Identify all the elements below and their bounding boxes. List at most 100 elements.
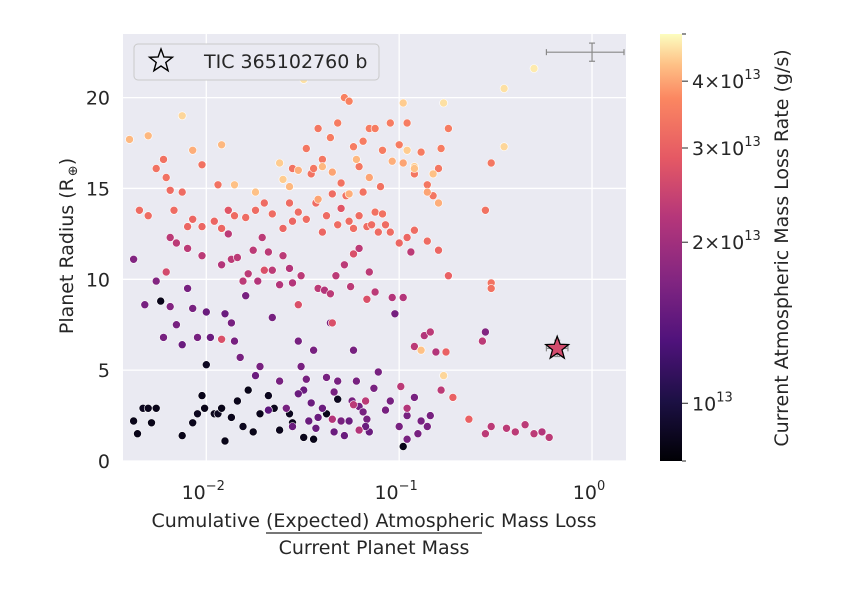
- scatter-point: [143, 403, 153, 413]
- scatter-point: [327, 318, 337, 328]
- scatter-point: [224, 229, 233, 239]
- x-axis-label-numerator: Cumulative (Expected) Atmospheric Mass L…: [151, 510, 596, 532]
- scatter-point: [327, 189, 337, 199]
- scatter-point: [133, 429, 142, 439]
- scatter-point: [416, 345, 426, 355]
- scatter-point: [398, 158, 408, 168]
- scatter-point: [224, 206, 233, 215]
- scatter-point: [169, 206, 179, 215]
- scatter-point: [278, 251, 288, 260]
- x-tick-label: 10−2: [182, 479, 225, 504]
- legend-box: [133, 43, 380, 81]
- colorbar-tick-label: 3×1013: [692, 135, 761, 160]
- scatter-point: [352, 376, 361, 386]
- scatter-point: [257, 233, 267, 242]
- scatter-point: [387, 156, 397, 166]
- scatter-point: [238, 276, 248, 286]
- scatter-point: [318, 162, 327, 171]
- scatter-point: [422, 180, 432, 190]
- scatter-point: [243, 385, 253, 395]
- scatter-point: [333, 376, 343, 386]
- scatter-point: [464, 414, 474, 424]
- scatter-point: [361, 396, 370, 406]
- scatter-point: [448, 393, 458, 402]
- scatter-point: [499, 142, 509, 151]
- scatter-point: [241, 213, 250, 222]
- scatter-point: [217, 260, 226, 270]
- scatter-point: [217, 403, 226, 413]
- scatter-point: [233, 253, 242, 262]
- scatter-point: [188, 215, 197, 224]
- colorbar-tick-mantissa: 3×: [692, 138, 720, 160]
- scatter-point: [544, 433, 554, 442]
- scatter-point: [151, 403, 161, 413]
- y-tick-label: 20: [86, 88, 110, 110]
- y-tick-label: 0: [98, 451, 110, 473]
- y-axis-label-text: Planet Radius (R: [56, 178, 78, 334]
- scatter-point: [161, 267, 171, 277]
- scatter-point: [373, 367, 383, 377]
- scatter-point: [422, 422, 432, 431]
- scatter-point: [177, 111, 187, 121]
- scatter-point: [177, 187, 187, 197]
- scatter-point: [402, 233, 412, 242]
- scatter-point: [227, 318, 236, 328]
- scatter-point: [349, 142, 358, 151]
- scatter-point: [235, 353, 245, 362]
- scatter-point: [304, 416, 314, 426]
- scatter-point: [394, 140, 404, 150]
- scatter-point: [318, 403, 327, 413]
- scatter-point: [422, 187, 432, 197]
- y-tick-label: 15: [86, 178, 110, 200]
- scatter-point: [172, 238, 181, 248]
- scatter-point: [361, 422, 370, 431]
- scatter-point: [197, 222, 207, 231]
- scatter-point: [349, 345, 358, 355]
- scatter-point: [381, 405, 390, 415]
- scatter-point: [402, 403, 412, 413]
- x-tick: 10−2: [182, 479, 225, 504]
- colorbar-tick-exponent: 13: [716, 390, 733, 405]
- scatter-point: [327, 414, 337, 424]
- scatter-point: [188, 418, 197, 428]
- scatter-point: [410, 393, 419, 402]
- scatter-point: [425, 411, 435, 420]
- scatter-point: [285, 198, 294, 208]
- colorbar-tick-exponent: 13: [744, 229, 761, 244]
- scatter-point: [344, 416, 354, 426]
- scatter-point: [230, 180, 239, 190]
- scatter-point: [385, 118, 395, 128]
- scatter-point: [336, 178, 346, 188]
- scatter-point: [206, 333, 215, 342]
- scatter-point: [202, 307, 211, 317]
- scatter-point: [390, 309, 400, 319]
- scatter-point: [253, 276, 263, 286]
- scatter-point: [296, 362, 306, 371]
- scatter-point: [370, 207, 380, 217]
- scatter-point: [251, 371, 260, 380]
- x-tick-exponent: −1: [399, 479, 418, 494]
- scatter-point: [434, 245, 443, 255]
- scatter-point: [333, 394, 343, 404]
- scatter-point: [537, 427, 547, 437]
- scatter-point: [281, 403, 291, 413]
- scatter-point: [248, 245, 258, 255]
- scatter-point: [293, 389, 303, 399]
- colorbar-tick-label: 4×1013: [692, 68, 761, 93]
- scatter-point: [402, 411, 412, 420]
- scatter-point: [151, 164, 161, 173]
- scatter-point: [275, 425, 284, 435]
- scatter-point: [340, 260, 349, 270]
- scatter-point: [183, 222, 192, 231]
- scatter-point: [369, 383, 379, 393]
- scatter-point: [285, 182, 294, 191]
- colorbar-tick-base: 10: [720, 232, 744, 254]
- x-tick-label: 10−1: [374, 479, 417, 504]
- scatter-point: [336, 416, 346, 426]
- scatter-point: [434, 164, 443, 173]
- scatter-point: [301, 215, 311, 224]
- scatter-point: [398, 98, 408, 108]
- scatter-point: [326, 289, 335, 299]
- colorbar-tick-base: 10: [720, 71, 744, 93]
